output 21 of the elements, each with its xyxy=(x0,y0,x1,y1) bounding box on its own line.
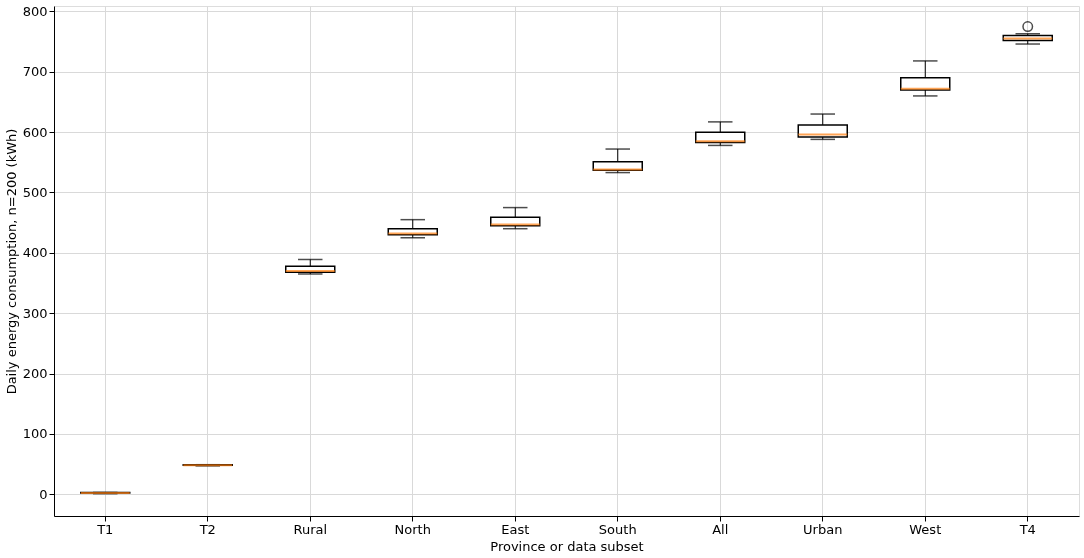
y-tick-label: 500 xyxy=(22,185,48,200)
y-axis-title: Daily energy consumption, n=200 (kWh) xyxy=(3,128,19,395)
y-tick-label: 700 xyxy=(22,64,48,80)
y-tick-label: 400 xyxy=(22,245,48,261)
y-tick-label: 200 xyxy=(22,366,48,382)
x-tick-label: North xyxy=(394,521,431,537)
x-tick-label: T2 xyxy=(198,521,216,537)
x-tick-label: West xyxy=(909,521,942,537)
x-tick-label: Urban xyxy=(803,521,843,537)
x-tick-label: South xyxy=(598,521,637,537)
x-axis-title: Province or data subset xyxy=(490,538,644,554)
y-tick-label: 600 xyxy=(22,124,48,140)
x-tick-label: Rural xyxy=(293,521,328,537)
x-tick-label: All xyxy=(712,521,729,537)
y-tick-label: 300 xyxy=(22,305,48,321)
x-tick-label: T1 xyxy=(96,521,114,537)
y-tick-label: 0 xyxy=(39,486,48,502)
y-tick-label: 100 xyxy=(22,426,48,442)
x-tick-label: East xyxy=(501,521,530,537)
x-tick-label: T4 xyxy=(1018,521,1036,537)
y-tick-label: 800 xyxy=(22,3,48,19)
